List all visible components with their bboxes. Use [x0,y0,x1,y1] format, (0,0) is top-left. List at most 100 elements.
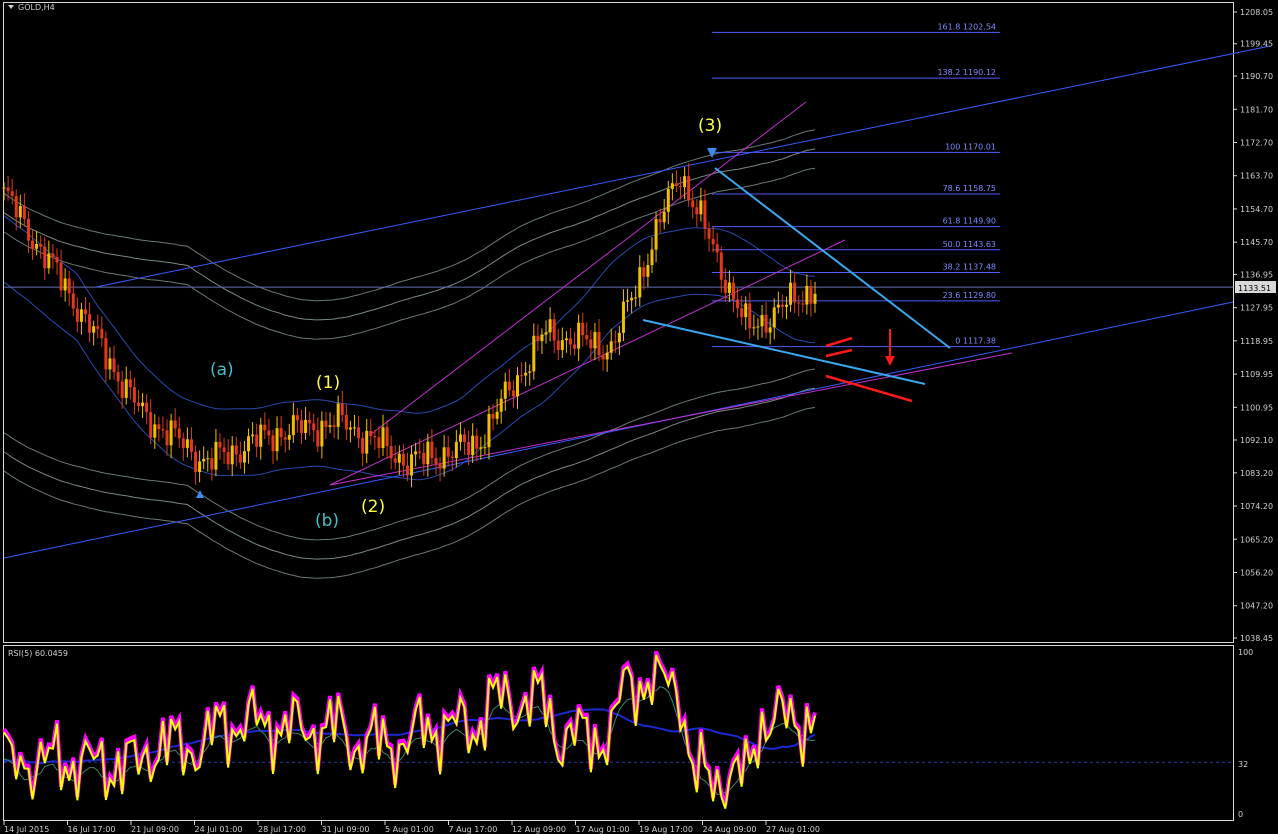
candle-body [234,445,238,455]
time-tick-label: 12 Aug 09:00 [512,825,566,834]
candle-body [589,339,593,349]
candle-body [397,453,401,463]
candle-body [776,304,780,308]
candle-body [279,428,283,438]
candle-body [377,437,381,449]
candle-body [226,452,230,465]
candle-body [450,456,454,458]
candle-body [532,335,536,372]
price-tick-label: 1056.20 [1240,568,1273,577]
time-tick-label: 14 Jul 2015 [4,825,49,834]
candle-body [809,285,813,304]
candle-body [149,412,153,438]
candle-body [344,414,348,430]
rsi-line [3,654,816,809]
candle-body [67,278,71,294]
red-arrow [825,374,913,403]
fib-level-label: 23.6 1129.80 [943,291,996,300]
price-tick-label: 1154.70 [1240,205,1273,214]
candle-body [185,439,189,448]
candle-body [312,423,316,431]
candle-body [768,327,772,333]
candle-body [760,314,764,327]
moving-average-band [3,148,816,321]
triangle-down-icon[interactable] [8,5,14,9]
candle-body [642,267,646,277]
fib-level-label: 0 1117.38 [955,337,996,346]
candle-body [670,183,674,189]
channel-lower [329,239,846,486]
candle-body [75,308,79,322]
candle-body [157,424,161,430]
candle-body [731,282,735,300]
candle-body [630,297,634,301]
candle-body [271,435,275,452]
candle-body [287,435,291,440]
candle-body [430,441,434,459]
candle-body [454,441,458,458]
candle-body [756,326,760,328]
candle-body [479,447,483,449]
candle-body [499,398,503,412]
candle-body [662,211,666,223]
moving-average-band [3,368,816,541]
time-tick-label: 16 Jul 17:00 [68,825,116,834]
fibonacci-levels: 161.8 1202.54 138.2 1190.12 100 1170.01 78.… [4,22,1233,348]
candle-body [43,246,47,269]
candle-body [780,304,784,307]
candle-body [35,243,39,249]
candle-body [145,402,149,413]
price-tick-label: 1208.05 [1240,8,1273,17]
candle-body [352,427,356,429]
candle-body [381,427,385,449]
price-tick-label: 1038.45 [1240,634,1273,643]
candle-body [658,219,662,223]
candle-body [255,434,259,447]
candle-body [536,335,540,342]
candle-body [666,188,670,212]
candle-body [328,425,332,427]
time-tick-label: 27 Aug 01:00 [766,825,820,834]
candle-body [112,358,116,373]
candle-body [26,218,30,241]
indicator-envelopes [3,129,816,579]
candle-body [55,256,59,263]
candle-body [259,424,263,447]
fib-level-label: 161.8 1202.54 [937,22,996,31]
candle-body [405,465,409,476]
fib-level-label: 61.8 1149.90 [943,217,996,226]
wave-label-3: (3) [698,116,722,136]
candle-body [638,267,642,298]
candle-body [116,372,120,382]
candle-body [206,458,210,460]
candle-body [483,447,487,449]
candle-body [438,464,442,469]
main-chart-frame [3,2,1234,643]
candle-body [79,309,83,322]
time-tick-label: 5 Aug 01:00 [385,825,434,834]
candle-body [316,430,320,447]
candle-body [544,332,548,335]
candle-body [487,413,491,448]
candle-body [695,207,699,215]
fib-level-label: 138.2 1190.12 [937,68,996,77]
candle-body [177,428,181,439]
candle-body [446,447,450,457]
candle-body [136,402,140,407]
wave-label-2: (2) [361,497,385,517]
candle-body [491,413,495,419]
fib-level-label: 78.6 1158.75 [943,184,996,193]
candle-body [650,249,654,266]
candle-body [515,375,519,397]
candle-body [621,301,625,333]
price-tick-label: 1181.70 [1240,105,1273,114]
price-tick-label: 1092.10 [1240,436,1273,445]
candle-body [699,200,703,215]
candle-body [723,279,727,293]
candle-body [357,427,361,439]
fib-level-label: 100 1170.01 [945,142,996,151]
rsi-axis-100: 100 [1238,648,1253,657]
candle-body [560,340,564,350]
candle-body [593,331,597,349]
